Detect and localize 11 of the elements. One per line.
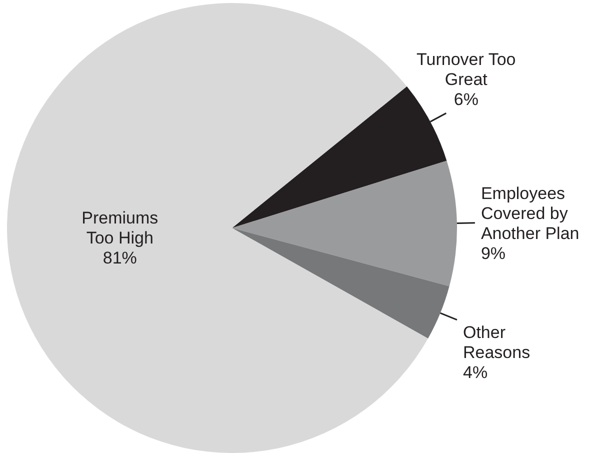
data-label: 6% — [454, 90, 478, 110]
slice-label: Premiums Too High — [82, 208, 158, 248]
data-label: 4% — [462, 362, 488, 382]
slice-label: Employees Covered by Another Plan — [480, 184, 580, 243]
data-label: 9% — [480, 244, 506, 263]
slice-label: Turnover Too Great — [416, 50, 516, 90]
data-label: 81% — [102, 248, 137, 268]
pie-slice — [232, 160, 457, 286]
pie-slice — [232, 228, 450, 338]
pie-slice — [232, 86, 447, 228]
slice-label: Other Reasons — [462, 322, 530, 362]
